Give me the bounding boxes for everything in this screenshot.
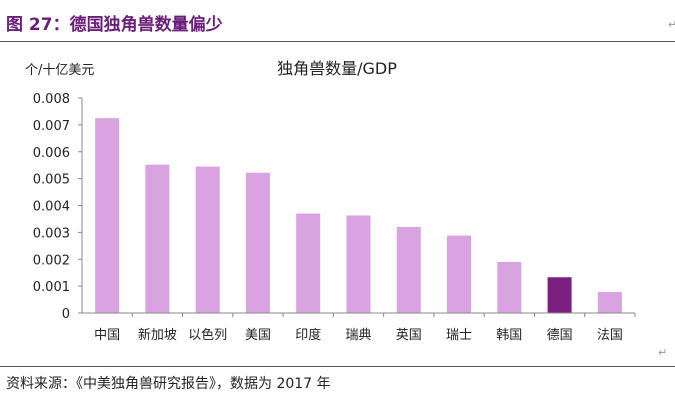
y-tick-label: 0.006 — [33, 146, 70, 161]
x-tick-label: 法国 — [597, 328, 623, 343]
bar-3 — [195, 166, 220, 313]
x-tick-label: 英国 — [396, 328, 422, 343]
x-tick-label: 韩国 — [496, 328, 522, 343]
bar-9 — [497, 261, 522, 313]
x-tick-label: 美国 — [245, 328, 271, 343]
bar-1 — [95, 118, 120, 313]
paragraph-mark: ↵ — [658, 346, 668, 359]
bar-10 — [547, 277, 572, 313]
y-tick-label: 0.008 — [33, 92, 70, 107]
y-tick-label: 0.005 — [33, 173, 70, 188]
figure-title: 图 27：德国独角兽数量偏少 — [6, 15, 223, 35]
y-tick-label: 0 — [62, 307, 70, 322]
x-tick-label: 新加坡 — [138, 327, 177, 343]
x-tick-label: 瑞典 — [345, 328, 371, 343]
x-tick-label: 印度 — [295, 327, 321, 343]
bar-4 — [245, 172, 270, 313]
y-axis-unit-label: 个/十亿美元 — [25, 63, 94, 78]
bar-7 — [396, 227, 421, 313]
paragraph-mark: ↵ — [668, 18, 675, 31]
source-note: 资料来源：《中美独角兽研究报告》，数据为 2017 年 — [6, 376, 331, 392]
y-tick-label: 0.007 — [33, 119, 70, 134]
chart-title: 独角兽数量/GDP — [277, 59, 397, 78]
y-tick-label: 0.003 — [33, 226, 70, 241]
bar-5 — [296, 213, 321, 313]
y-tick-label: 0.001 — [33, 280, 70, 295]
bar-8 — [447, 235, 472, 313]
x-tick-label: 德国 — [547, 328, 573, 343]
y-tick-label: 0.002 — [33, 253, 70, 268]
x-tick-label: 瑞士 — [446, 328, 472, 343]
y-tick-label: 0.004 — [33, 200, 70, 215]
x-tick-label: 以色列 — [188, 327, 227, 343]
bar-chart: 独角兽数量/GDP 个/十亿美元 0 0.001 0.002 0.003 0.004 0.… — [25, 59, 636, 343]
x-tick-label: 中国 — [94, 328, 120, 343]
bar-11 — [597, 292, 622, 313]
top-rule — [0, 41, 675, 42]
bottom-rule — [0, 366, 675, 367]
bar-2 — [145, 164, 170, 313]
bar-6 — [346, 215, 371, 313]
